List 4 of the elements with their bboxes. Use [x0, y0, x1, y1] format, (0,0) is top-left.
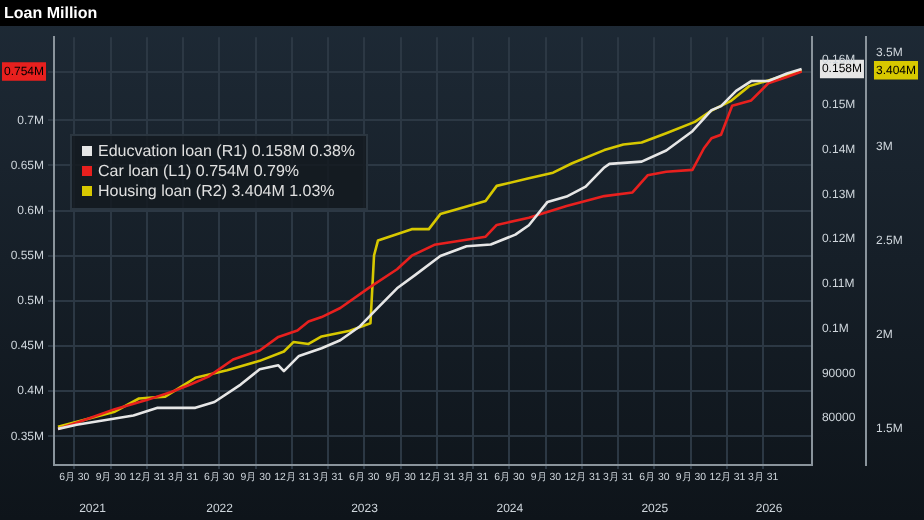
legend-label: Housing loan (R2) 3.404M 1.03% — [96, 181, 337, 202]
legend-label: Car loan (L1) 0.754M 0.79% — [96, 161, 301, 182]
chart-title: Loan Million — [0, 0, 924, 26]
legend-label: Educvation loan (R1) 0.158M 0.38% — [96, 141, 356, 162]
